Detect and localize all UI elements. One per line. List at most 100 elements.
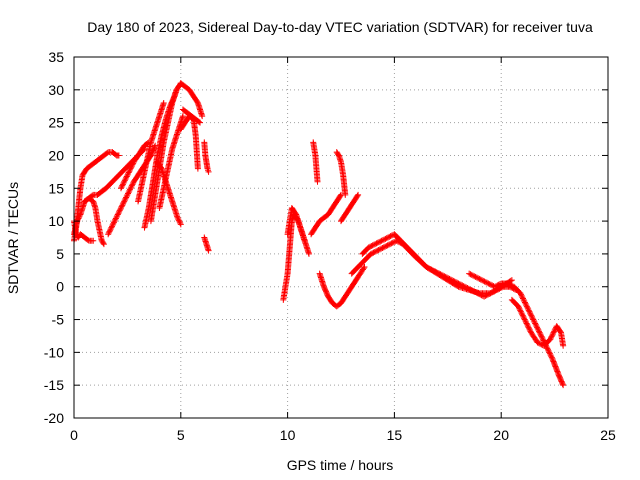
series-arc-aa bbox=[508, 296, 567, 349]
y-axis-label: SDTVAR / TECUs bbox=[5, 182, 21, 294]
y-tick-label: 20 bbox=[48, 147, 64, 163]
data-point bbox=[505, 281, 512, 288]
data-point bbox=[376, 239, 383, 246]
data-point bbox=[120, 199, 127, 206]
data-point bbox=[314, 178, 321, 185]
data-point bbox=[128, 183, 135, 190]
data-point bbox=[126, 187, 133, 194]
data-point bbox=[544, 345, 551, 352]
data-point bbox=[525, 306, 532, 313]
data-point bbox=[486, 281, 493, 288]
data-point bbox=[382, 235, 389, 242]
data-point bbox=[519, 294, 526, 301]
data-point bbox=[466, 270, 473, 277]
data-point bbox=[504, 280, 511, 287]
data-point bbox=[528, 312, 535, 319]
data-point bbox=[123, 173, 130, 180]
data-point bbox=[113, 214, 120, 221]
data-point bbox=[121, 178, 128, 185]
data-point bbox=[386, 233, 393, 240]
plot-border bbox=[73, 56, 609, 419]
data-point bbox=[546, 350, 553, 357]
data-point bbox=[110, 219, 117, 226]
data-point bbox=[105, 229, 112, 236]
x-tick-label: 10 bbox=[280, 427, 296, 443]
data-point bbox=[531, 319, 538, 326]
y-tick-label: 15 bbox=[48, 180, 64, 196]
data-point bbox=[354, 192, 361, 199]
data-point bbox=[545, 348, 552, 355]
data-point bbox=[532, 320, 539, 327]
data-point bbox=[119, 181, 126, 188]
data-point bbox=[520, 313, 527, 320]
data-point bbox=[559, 380, 566, 387]
data-point bbox=[537, 340, 544, 347]
data-point bbox=[484, 279, 491, 286]
data-point bbox=[355, 191, 362, 198]
series-arc-w bbox=[338, 191, 362, 225]
data-point bbox=[477, 276, 484, 283]
series-arc-y bbox=[348, 237, 515, 297]
data-point bbox=[177, 221, 184, 228]
data-point bbox=[199, 113, 206, 120]
data-point bbox=[106, 228, 113, 235]
axis-ticks: -20 -15 -10 -5 0 5 10 15 20 25 30 35 0 5 10 15 20 25 bbox=[44, 49, 616, 443]
series-arc-l bbox=[177, 80, 206, 120]
data-point bbox=[374, 247, 381, 254]
data-point bbox=[380, 244, 387, 251]
data-point bbox=[120, 180, 127, 187]
data-point bbox=[125, 190, 132, 197]
series-arc-k bbox=[156, 113, 186, 211]
y-tick-label: -20 bbox=[44, 410, 64, 426]
data-point bbox=[375, 246, 382, 253]
data-point bbox=[560, 382, 567, 389]
data-point bbox=[205, 247, 212, 254]
data-point bbox=[515, 304, 522, 311]
data-point bbox=[471, 273, 478, 280]
data-point bbox=[126, 186, 133, 193]
data-point bbox=[522, 300, 529, 307]
x-tick-label: 20 bbox=[493, 427, 509, 443]
data-point bbox=[111, 218, 118, 225]
data-point bbox=[119, 182, 126, 189]
data-point bbox=[379, 237, 386, 244]
data-point bbox=[547, 334, 554, 341]
data-point bbox=[109, 222, 116, 229]
data-point bbox=[530, 316, 537, 323]
data-point bbox=[76, 212, 83, 219]
data-point bbox=[534, 324, 541, 331]
data-point bbox=[508, 277, 515, 284]
data-point bbox=[100, 241, 107, 248]
data-point bbox=[521, 299, 528, 306]
data-point bbox=[389, 239, 396, 246]
y-tick-label: 35 bbox=[48, 49, 64, 65]
data-point bbox=[118, 203, 125, 210]
data-point bbox=[374, 239, 381, 246]
data-point bbox=[525, 324, 532, 331]
data-point bbox=[121, 197, 128, 204]
data-point bbox=[75, 215, 82, 222]
y-tick-label: -15 bbox=[44, 377, 64, 393]
data-point bbox=[76, 214, 83, 221]
data-point bbox=[527, 328, 534, 335]
data-point bbox=[519, 312, 526, 319]
data-point bbox=[117, 206, 124, 213]
data-point bbox=[385, 241, 392, 248]
data-point bbox=[478, 277, 485, 284]
data-point bbox=[373, 240, 380, 247]
data-point bbox=[114, 212, 121, 219]
data-point bbox=[129, 161, 136, 168]
data-point bbox=[537, 330, 544, 337]
y-tick-label: -10 bbox=[44, 344, 64, 360]
data-point bbox=[107, 227, 114, 234]
data-point bbox=[494, 282, 501, 289]
data-point bbox=[496, 281, 503, 288]
data-point bbox=[489, 282, 496, 289]
series-arc-p bbox=[201, 234, 212, 254]
series-arc-n bbox=[179, 106, 204, 126]
data-point bbox=[368, 243, 375, 250]
data-point bbox=[523, 303, 530, 310]
data-point bbox=[468, 271, 475, 278]
